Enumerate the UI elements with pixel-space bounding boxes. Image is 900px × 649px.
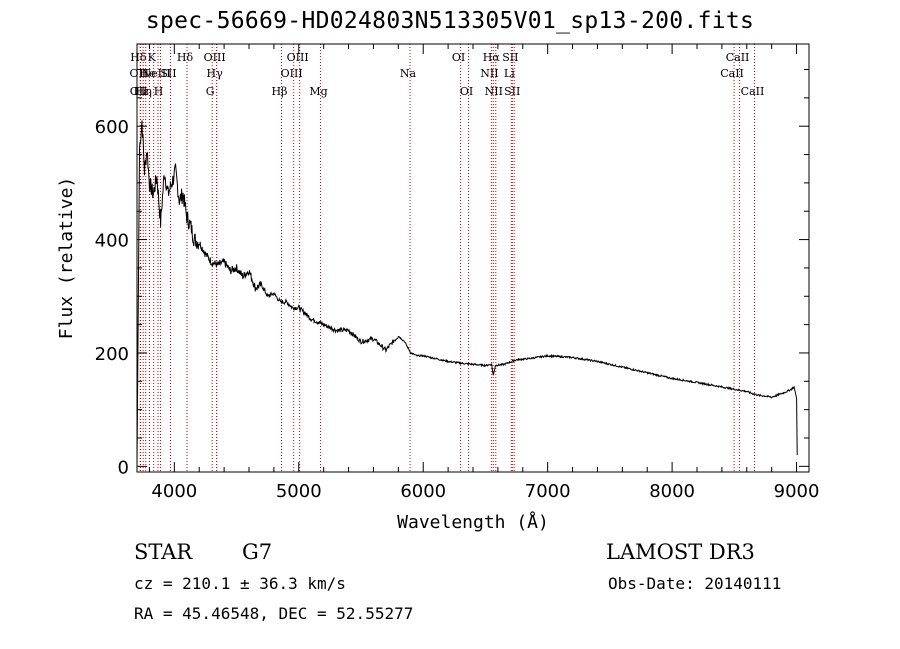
x-tick-label: 9000 — [774, 481, 820, 502]
emission-line-label: He — [139, 67, 155, 80]
redshift-text: cz = 210.1 ± 36.3 km/s — [134, 574, 346, 593]
emission-line-label: SII — [502, 51, 518, 64]
x-axis-title: Wavelength (Å) — [397, 511, 549, 533]
emission-line-label: CaII — [726, 51, 750, 64]
emission-line-label: SII — [504, 85, 520, 98]
plot-frame — [136, 43, 810, 473]
emission-line-label: Hη — [136, 85, 152, 98]
emission-line-label: OI — [460, 85, 473, 98]
emission-line-label: NeIII — [141, 67, 170, 80]
survey-label: LAMOST DR3 — [606, 540, 755, 564]
emission-line-label: OII — [130, 67, 148, 80]
x-tick-label: 6000 — [400, 481, 446, 502]
emission-line-label: Hα — [483, 51, 501, 64]
emission-line-label: NII — [480, 67, 498, 80]
subclass-label: G7 — [242, 540, 273, 564]
emission-line-label: OI — [452, 51, 465, 64]
emission-line-label: OIII — [287, 51, 309, 64]
emission-line-label: CaII — [720, 67, 744, 80]
emission-line-label: NII — [485, 85, 503, 98]
emission-line-label: Li — [504, 67, 515, 80]
y-tick-label: 200 — [95, 344, 129, 365]
emission-line-label: Hδ — [177, 51, 194, 64]
x-tick-label: 5000 — [276, 481, 322, 502]
y-tick-label: 0 — [118, 457, 129, 478]
emission-line-label: SII — [160, 67, 176, 80]
chart-title: spec-56669-HD024803N513305V01_sp13-200.f… — [145, 8, 755, 34]
emission-line-label: H — [154, 85, 164, 98]
spectrum-line — [136, 120, 798, 467]
obs-date-text: Obs-Date: 20140111 — [608, 574, 782, 593]
emission-line-label: Hγ — [207, 67, 224, 80]
emission-line-label: K — [148, 51, 157, 64]
emission-line-label: Hβ — [272, 85, 288, 98]
x-tick-label: 7000 — [525, 481, 571, 502]
emission-line-label: OII — [130, 85, 148, 98]
emission-line-label: G — [206, 85, 215, 98]
class-label: STAR — [134, 540, 193, 564]
y-tick-label: 600 — [95, 117, 129, 138]
emission-line-label: CaII — [741, 85, 765, 98]
emission-line-label: OIII — [204, 51, 226, 64]
y-axis-title: Flux (relative) — [56, 177, 77, 340]
emission-line-label: Mg — [309, 85, 327, 98]
x-tick-label: 8000 — [649, 481, 695, 502]
emission-line-label: Na — [400, 67, 417, 80]
y-tick-label: 400 — [95, 231, 129, 252]
coords-text: RA = 45.46548, DEC = 52.55277 — [134, 604, 414, 623]
x-tick-label: 4000 — [151, 481, 197, 502]
emission-line-label: OIII — [281, 67, 303, 80]
emission-line-label: Hδ — [130, 51, 147, 64]
